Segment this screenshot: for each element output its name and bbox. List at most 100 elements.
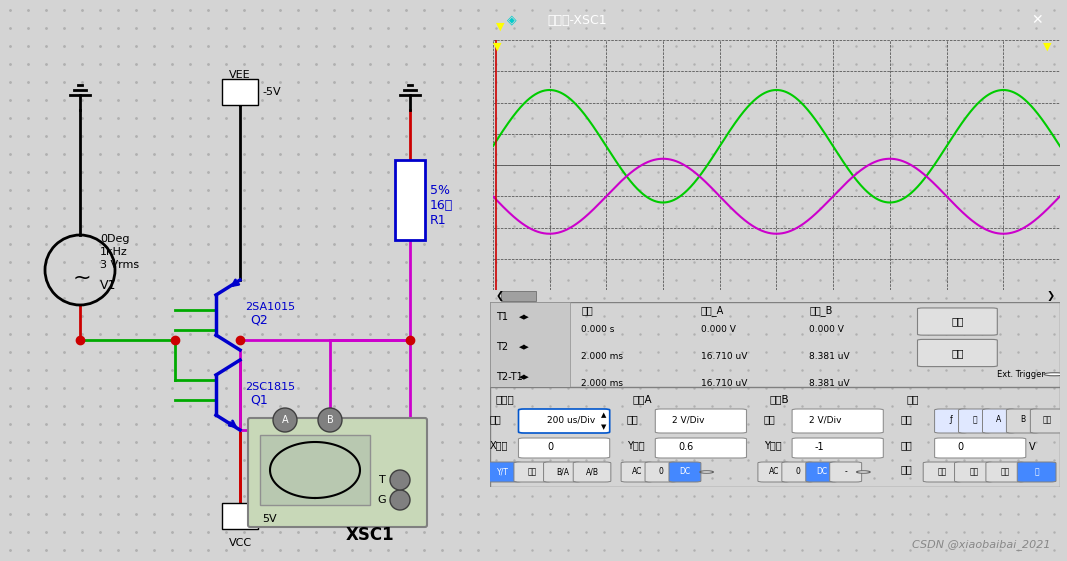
Text: V: V bbox=[1029, 442, 1035, 452]
Text: ▼: ▼ bbox=[496, 22, 505, 32]
Text: 无: 无 bbox=[1034, 467, 1039, 476]
Text: ◈: ◈ bbox=[507, 13, 516, 26]
Text: 0: 0 bbox=[547, 442, 553, 452]
FancyBboxPatch shape bbox=[646, 462, 676, 482]
Text: 通道B: 通道B bbox=[769, 394, 789, 404]
Text: 加载: 加载 bbox=[528, 467, 538, 476]
Text: 0: 0 bbox=[795, 467, 800, 476]
Text: T2-T1: T2-T1 bbox=[496, 372, 523, 382]
Text: 2 V/Div: 2 V/Div bbox=[809, 416, 842, 425]
Text: -1: -1 bbox=[815, 442, 825, 452]
Text: 时间轴: 时间轴 bbox=[496, 394, 514, 404]
Text: A/B: A/B bbox=[586, 467, 599, 476]
Text: 比例: 比例 bbox=[490, 414, 501, 424]
FancyBboxPatch shape bbox=[918, 339, 998, 366]
Text: DC: DC bbox=[816, 467, 827, 476]
Circle shape bbox=[391, 490, 410, 510]
Text: 2SC1815: 2SC1815 bbox=[245, 382, 296, 392]
Text: 反向: 反向 bbox=[951, 316, 964, 327]
Text: B: B bbox=[327, 415, 333, 425]
Text: 示波器-XSC1: 示波器-XSC1 bbox=[547, 13, 607, 26]
Text: 1kHz: 1kHz bbox=[100, 247, 128, 257]
Text: Y位置: Y位置 bbox=[626, 440, 644, 450]
FancyBboxPatch shape bbox=[1031, 409, 1064, 433]
Bar bbox=[222, 79, 258, 105]
FancyBboxPatch shape bbox=[621, 462, 653, 482]
Text: 通道_B: 通道_B bbox=[809, 305, 832, 316]
Text: 0.000 s: 0.000 s bbox=[582, 325, 615, 334]
Text: 2SA1015: 2SA1015 bbox=[245, 302, 296, 312]
Text: 3 Vrms: 3 Vrms bbox=[100, 260, 139, 270]
Text: 比例: 比例 bbox=[626, 414, 638, 424]
Text: A: A bbox=[997, 416, 1002, 425]
FancyBboxPatch shape bbox=[955, 462, 993, 482]
FancyBboxPatch shape bbox=[782, 462, 814, 482]
FancyBboxPatch shape bbox=[758, 462, 790, 482]
FancyBboxPatch shape bbox=[792, 438, 883, 458]
Text: XSC1: XSC1 bbox=[346, 526, 395, 544]
Text: T2: T2 bbox=[496, 342, 508, 352]
FancyBboxPatch shape bbox=[923, 462, 962, 482]
Text: 0: 0 bbox=[658, 467, 664, 476]
Bar bbox=[501, 291, 536, 301]
Text: T1: T1 bbox=[496, 312, 508, 323]
Bar bbox=[222, 503, 258, 529]
FancyBboxPatch shape bbox=[514, 462, 552, 482]
Text: 0: 0 bbox=[957, 442, 964, 452]
FancyBboxPatch shape bbox=[935, 438, 1025, 458]
FancyBboxPatch shape bbox=[248, 418, 427, 527]
Text: 2.000 ms: 2.000 ms bbox=[582, 379, 623, 388]
Text: 0Deg: 0Deg bbox=[100, 234, 129, 244]
Text: Q1: Q1 bbox=[250, 393, 268, 407]
Text: G: G bbox=[378, 495, 386, 505]
Text: 8.381 uV: 8.381 uV bbox=[809, 379, 849, 388]
Text: 通道A: 通道A bbox=[633, 394, 652, 404]
Text: 2 V/Div: 2 V/Div bbox=[672, 416, 705, 425]
Text: ◀▶: ◀▶ bbox=[519, 314, 529, 320]
Text: AC: AC bbox=[768, 467, 779, 476]
Text: 16.710 uV: 16.710 uV bbox=[701, 379, 747, 388]
Text: 2.000 ms: 2.000 ms bbox=[582, 352, 623, 361]
Text: 0.000 V: 0.000 V bbox=[701, 325, 736, 334]
Circle shape bbox=[857, 471, 871, 473]
Text: 外部: 外部 bbox=[1042, 416, 1051, 425]
Text: 触发: 触发 bbox=[906, 394, 919, 404]
Text: 16΢: 16΢ bbox=[430, 199, 453, 211]
FancyBboxPatch shape bbox=[958, 409, 991, 433]
Text: 类型: 类型 bbox=[901, 464, 912, 474]
Circle shape bbox=[273, 408, 297, 432]
Text: 电平: 电平 bbox=[901, 440, 912, 450]
FancyBboxPatch shape bbox=[918, 308, 998, 335]
Text: X位置: X位置 bbox=[490, 440, 508, 450]
FancyBboxPatch shape bbox=[792, 409, 883, 433]
FancyBboxPatch shape bbox=[543, 462, 582, 482]
Text: ƒ: ƒ bbox=[950, 416, 953, 425]
Text: -5V: -5V bbox=[262, 87, 281, 97]
Text: ◀▶: ◀▶ bbox=[519, 374, 529, 380]
FancyBboxPatch shape bbox=[983, 409, 1016, 433]
Text: 标准: 标准 bbox=[969, 467, 978, 476]
Text: 通道_A: 通道_A bbox=[701, 305, 724, 316]
Text: 时间: 时间 bbox=[582, 306, 593, 315]
FancyBboxPatch shape bbox=[655, 438, 747, 458]
Text: B/A: B/A bbox=[556, 467, 569, 476]
Text: 边沿: 边沿 bbox=[901, 414, 912, 424]
FancyBboxPatch shape bbox=[519, 438, 609, 458]
Text: ▼: ▼ bbox=[1044, 42, 1051, 52]
Text: 正弦: 正弦 bbox=[938, 467, 947, 476]
Text: Y/T: Y/T bbox=[497, 467, 509, 476]
Text: Ext. Trigger: Ext. Trigger bbox=[998, 370, 1046, 379]
Text: 飞: 飞 bbox=[973, 416, 977, 425]
Text: ❯: ❯ bbox=[1046, 291, 1054, 301]
Text: 200 us/Div: 200 us/Div bbox=[547, 416, 595, 425]
Text: VCC: VCC bbox=[228, 538, 252, 548]
Bar bbox=[490, 302, 570, 387]
FancyBboxPatch shape bbox=[935, 409, 968, 433]
Text: 0.6: 0.6 bbox=[679, 442, 694, 452]
Text: VEE: VEE bbox=[229, 70, 251, 80]
Text: B: B bbox=[1020, 416, 1025, 425]
Text: V1: V1 bbox=[100, 278, 116, 292]
Text: 0.000 V: 0.000 V bbox=[809, 325, 844, 334]
Text: T: T bbox=[379, 475, 385, 485]
Text: DC: DC bbox=[680, 467, 690, 476]
